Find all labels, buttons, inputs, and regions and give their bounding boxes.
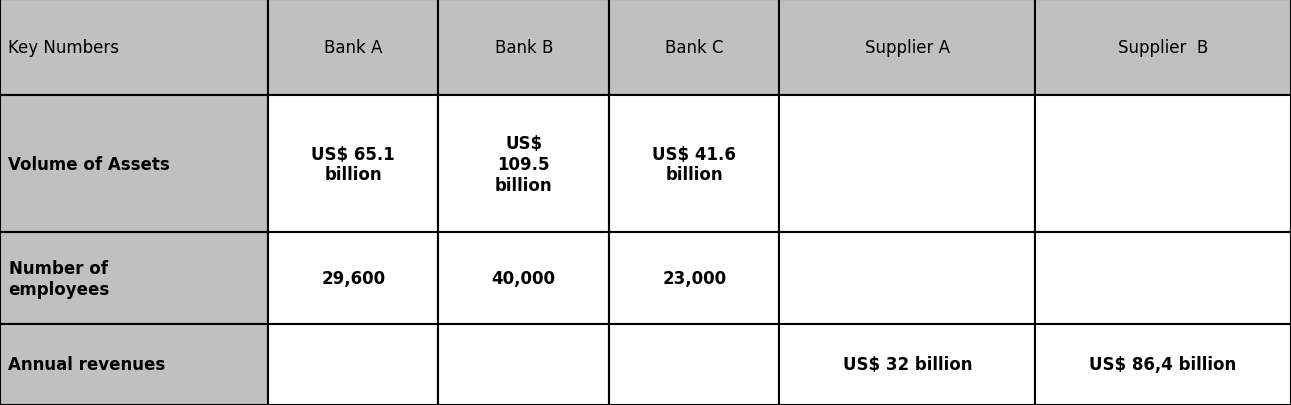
Text: Volume of Assets: Volume of Assets xyxy=(8,156,169,173)
Bar xyxy=(780,233,1035,324)
Bar xyxy=(1035,96,1291,233)
Bar xyxy=(269,324,439,405)
Bar xyxy=(439,233,609,324)
Text: US$ 32 billion: US$ 32 billion xyxy=(843,356,972,373)
Bar xyxy=(780,0,1035,96)
Text: Annual revenues: Annual revenues xyxy=(8,356,165,373)
Bar xyxy=(609,96,780,233)
Bar xyxy=(0,96,269,233)
Text: Key Numbers: Key Numbers xyxy=(8,39,119,57)
Bar xyxy=(0,0,269,96)
Text: Supplier A: Supplier A xyxy=(865,39,950,57)
Text: Bank A: Bank A xyxy=(324,39,382,57)
Text: Bank C: Bank C xyxy=(665,39,723,57)
Text: US$ 41.6
billion: US$ 41.6 billion xyxy=(652,145,736,184)
Text: 29,600: 29,600 xyxy=(321,269,385,288)
Bar xyxy=(1035,233,1291,324)
Bar xyxy=(1035,324,1291,405)
Bar xyxy=(439,0,609,96)
Text: US$ 65.1
billion: US$ 65.1 billion xyxy=(311,145,395,184)
Text: Supplier  B: Supplier B xyxy=(1118,39,1208,57)
Bar xyxy=(269,0,439,96)
Bar xyxy=(780,324,1035,405)
Bar xyxy=(0,324,269,405)
Bar xyxy=(609,233,780,324)
Bar xyxy=(269,233,439,324)
Bar xyxy=(609,324,780,405)
Bar xyxy=(269,96,439,233)
Text: 23,000: 23,000 xyxy=(662,269,727,288)
Bar xyxy=(439,324,609,405)
Bar xyxy=(1035,0,1291,96)
Text: Bank B: Bank B xyxy=(494,39,553,57)
Text: US$
109.5
billion: US$ 109.5 billion xyxy=(494,135,553,194)
Text: Number of
employees: Number of employees xyxy=(8,259,110,298)
Bar xyxy=(0,233,269,324)
Bar xyxy=(439,96,609,233)
Bar xyxy=(780,96,1035,233)
Text: 40,000: 40,000 xyxy=(492,269,555,288)
Bar xyxy=(609,0,780,96)
Text: US$ 86,4 billion: US$ 86,4 billion xyxy=(1090,356,1237,373)
